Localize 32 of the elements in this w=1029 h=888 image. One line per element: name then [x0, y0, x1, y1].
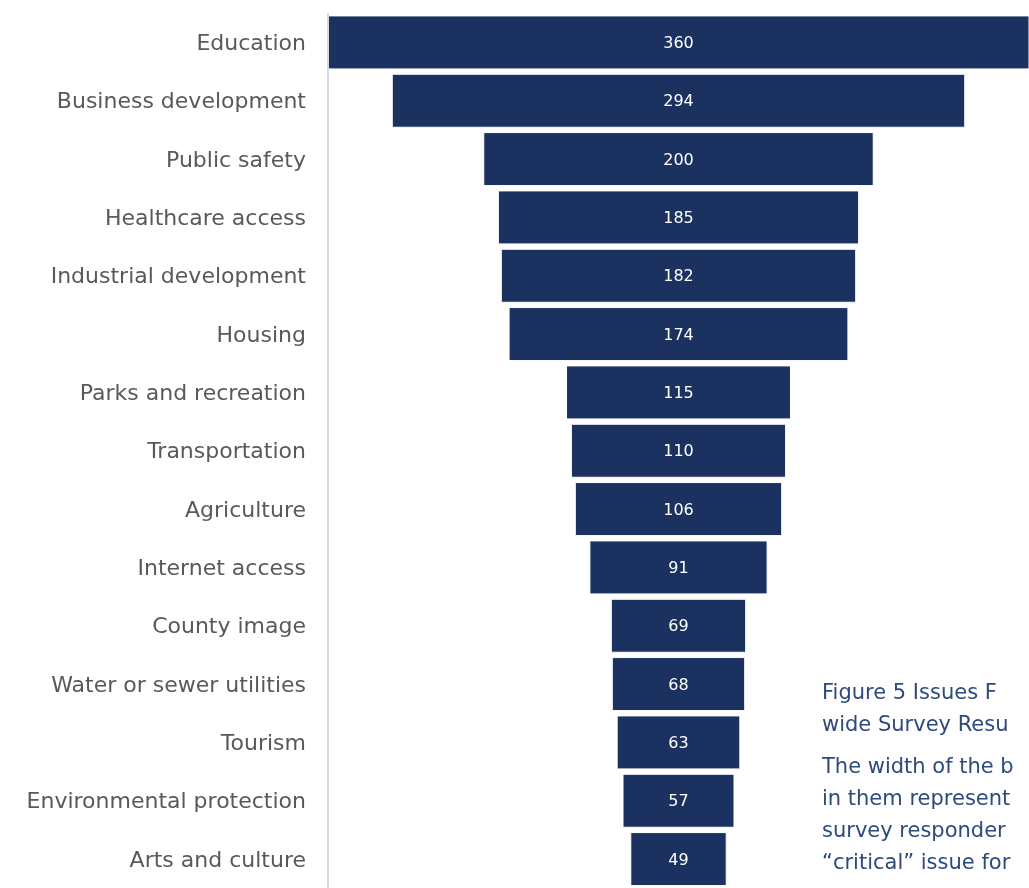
data-label: 91 [668, 558, 689, 578]
data-label: 115 [663, 383, 694, 403]
category-label: Internet access [137, 554, 306, 580]
category-label: Water or sewer utilities [51, 671, 306, 697]
data-label: 69 [668, 616, 689, 636]
data-label: 185 [663, 208, 694, 228]
category-label: Public safety [166, 146, 306, 172]
category-label: Healthcare access [104, 204, 306, 230]
data-label: 63 [668, 733, 689, 753]
data-label: 174 [663, 324, 694, 344]
data-label: 182 [663, 266, 694, 286]
text: The width of the b in them represent survey responder “critical” issue for [822, 753, 1014, 876]
category-label: Transportation [146, 438, 306, 464]
category-label: Business development [56, 88, 307, 114]
category-label: Education [196, 29, 306, 55]
data-label: 106 [663, 499, 694, 519]
data-label: 68 [668, 674, 689, 694]
data-label: 57 [668, 791, 689, 811]
category-label: Housing [216, 321, 306, 347]
category-label: County image [152, 613, 306, 639]
data-label: 360 [663, 33, 694, 53]
data-label: 110 [663, 441, 694, 461]
category-label: Environmental protection [26, 788, 306, 814]
category-label: Industrial development [50, 263, 307, 289]
data-label: 294 [663, 91, 694, 111]
data-label: 200 [663, 149, 694, 169]
category-label: Arts and culture [129, 846, 306, 872]
category-label: Tourism [219, 729, 306, 755]
caption: Figure 5 Issues F wide Survey Resu [822, 679, 1010, 738]
category-label: Parks and recreation [79, 379, 306, 405]
data-label: 49 [668, 849, 689, 869]
category-label: Agriculture [185, 496, 306, 522]
